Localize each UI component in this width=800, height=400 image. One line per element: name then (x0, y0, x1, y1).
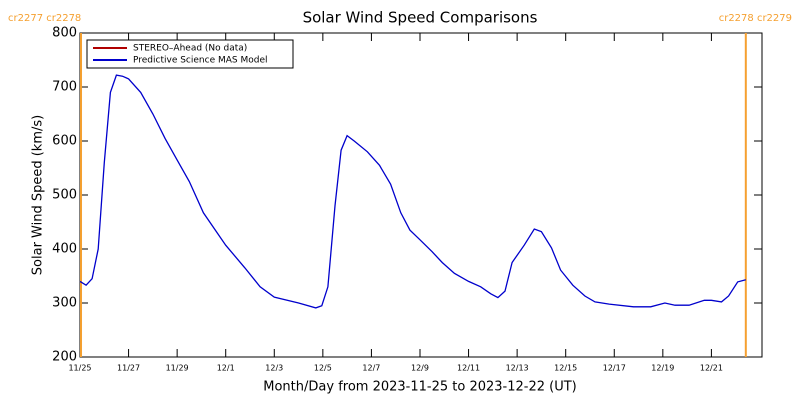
y-tick-label: 300 (52, 296, 77, 311)
legend-box (86, 39, 294, 69)
y-tick-label: 600 (52, 134, 77, 149)
x-tick-label: 12/1 (217, 364, 235, 373)
y-tick-label: 800 (52, 26, 77, 41)
x-tick-label: 11/27 (117, 364, 140, 373)
x-tick-label: 12/7 (362, 364, 380, 373)
x-tick-label: 11/29 (166, 364, 189, 373)
x-tick-label: 12/13 (506, 364, 529, 373)
x-tick-label: 12/19 (651, 364, 674, 373)
legend: STEREO–Ahead (No data) Predictive Science… (86, 39, 294, 69)
legend-label: Predictive Science MAS Model (133, 56, 268, 66)
series-line (79, 74, 746, 309)
plot-frame (79, 32, 763, 358)
y-tick-label: 700 (52, 80, 77, 95)
x-tick-label: 11/25 (68, 364, 91, 373)
y-tick-label: 200 (52, 350, 77, 365)
chart-title: Solar Wind Speed Comparisons (303, 9, 538, 27)
x-tick-label: 12/15 (554, 364, 577, 373)
x-tick-label: 12/5 (314, 364, 332, 373)
x-tick-label: 12/3 (265, 364, 283, 373)
x-tick-label: 12/11 (457, 364, 480, 373)
carrington-label: cr2277 cr2278 (8, 13, 81, 24)
x-tick-label: 12/9 (411, 364, 429, 373)
y-axis-label: Solar Wind Speed (km/s) (31, 115, 46, 275)
x-axis-label: Month/Day from 2023-11-25 to 2023-12-22 … (263, 380, 576, 395)
y-tick-label: 500 (52, 188, 77, 203)
legend-label: STEREO–Ahead (No data) (133, 44, 247, 54)
x-tick-label: 12/17 (603, 364, 626, 373)
carrington-label: cr2278 cr2279 (719, 13, 792, 24)
x-tick-label: 12/21 (700, 364, 723, 373)
y-tick-label: 400 (52, 242, 77, 257)
